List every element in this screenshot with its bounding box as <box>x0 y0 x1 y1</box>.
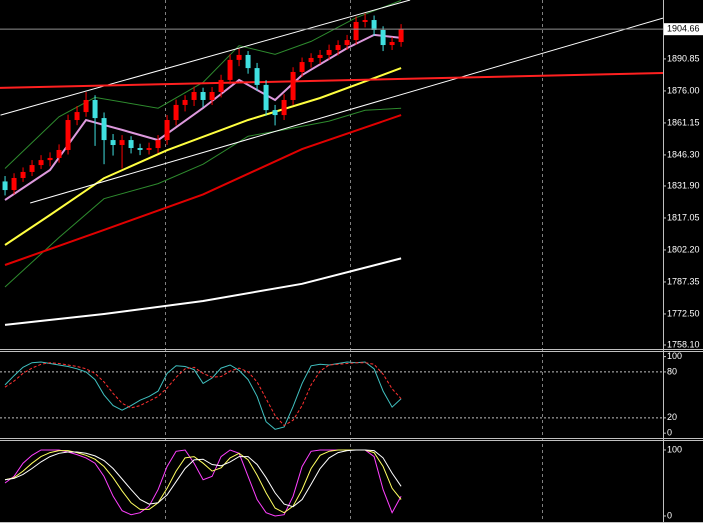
candle-body <box>173 104 179 121</box>
candle-body <box>200 92 206 100</box>
y-tick-label: 1772.50 <box>667 308 700 318</box>
candle-body <box>155 140 161 149</box>
y-tick-label: 0 <box>667 510 672 520</box>
y-tick-label: 1758.10 <box>667 339 700 349</box>
panel <box>0 0 663 326</box>
candle-body <box>371 20 377 30</box>
candle-body <box>29 165 35 172</box>
indicator-line <box>4 449 402 514</box>
candle-body <box>344 40 350 46</box>
candle-body <box>182 99 188 105</box>
candle-body <box>110 140 116 146</box>
y-tick-label: 0 <box>667 428 672 438</box>
overlay-line <box>30 17 663 204</box>
candle-body <box>128 140 134 149</box>
y-tick-label: 100 <box>667 351 682 361</box>
candle-body <box>236 54 242 60</box>
candle-body <box>335 45 341 50</box>
candle-body <box>227 59 233 80</box>
y-tick-label: 80 <box>667 366 677 376</box>
y-tick-label: 1831.90 <box>667 180 700 190</box>
y-tick-label: 1846.30 <box>667 149 700 159</box>
candle-body <box>191 92 197 100</box>
last-price-box <box>664 23 703 36</box>
candle-body <box>47 157 53 161</box>
candle-body <box>146 148 152 150</box>
y-tick-label: 1817.05 <box>667 212 700 222</box>
indicator-line <box>4 449 402 508</box>
candle-body <box>308 57 314 63</box>
overlay-line <box>4 114 402 266</box>
y-tick-label: 1890.85 <box>667 53 700 63</box>
candle-body <box>65 120 71 150</box>
candle-body <box>281 99 287 116</box>
candle-body <box>398 29 404 43</box>
y-tick-label: 1787.35 <box>667 276 700 286</box>
y-tick-label: 20 <box>667 412 677 422</box>
candle-body <box>11 177 17 191</box>
overlay-line <box>4 67 402 246</box>
candle-body <box>317 54 323 58</box>
y-tick-label: 100 <box>667 444 682 454</box>
candle-body <box>74 112 80 121</box>
y-tick-label: 1861.15 <box>667 117 700 127</box>
candle-body <box>101 118 107 141</box>
candle-body <box>164 120 170 141</box>
y-tick-label: 1802.20 <box>667 244 700 254</box>
candle-body <box>272 110 278 116</box>
candle-body <box>380 29 386 46</box>
candle-body <box>137 148 143 150</box>
candle-body <box>254 68 260 85</box>
candle-body <box>218 79 224 93</box>
candle-body <box>209 92 215 100</box>
indicator-line <box>4 361 402 430</box>
candle-body <box>119 140 125 146</box>
candle-body <box>83 99 89 113</box>
candle-body <box>263 84 269 111</box>
overlay-line <box>0 72 663 89</box>
candle-body <box>326 49 332 55</box>
candle-body <box>362 20 368 22</box>
overlay-line <box>4 107 402 288</box>
overlay-line <box>0 0 411 116</box>
panel <box>4 449 402 517</box>
candle-body <box>20 171 26 178</box>
candle-body <box>290 71 296 100</box>
candle-body <box>353 21 359 41</box>
candle-body <box>389 42 395 46</box>
candle-body <box>2 181 8 191</box>
panel <box>0 361 663 430</box>
y-tick-label: 1876.00 <box>667 85 700 95</box>
candle-body <box>299 62 305 72</box>
indicator-line <box>4 362 402 427</box>
candle-body <box>56 149 62 158</box>
candle-body <box>245 54 251 69</box>
candle-body <box>38 160 44 166</box>
overlay-line <box>4 257 402 326</box>
candle-body <box>92 99 98 119</box>
last-price-label: 1904.66 <box>667 24 700 34</box>
